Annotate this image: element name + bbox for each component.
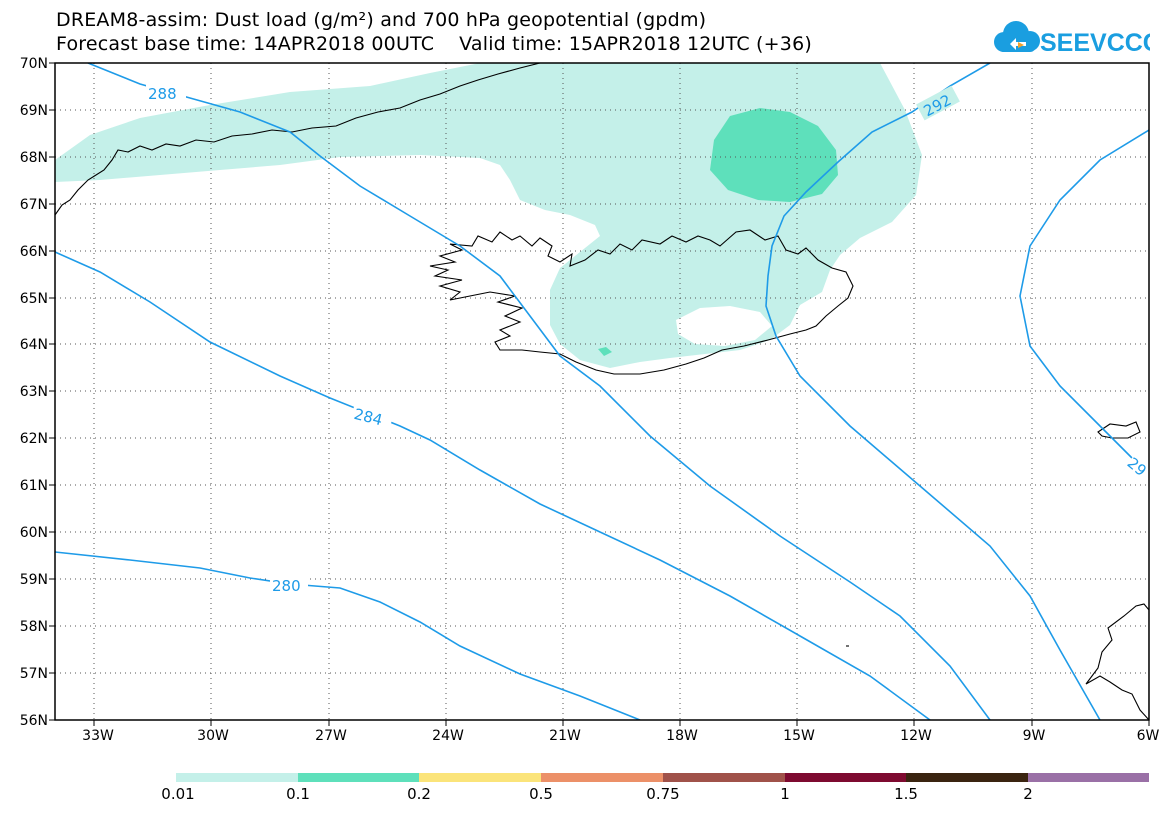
contour-label-280: 280: [272, 577, 301, 595]
contour-288: [87, 63, 991, 720]
forecast-time-subtitle: Forecast base time: 14APR2018 00UTC Vali…: [56, 33, 812, 55]
lat-label-56n: 56N: [19, 713, 48, 729]
lon-label-9w: 9W: [1022, 728, 1046, 744]
contour-292: [765, 63, 1101, 720]
lon-label-6w: 6W: [1136, 728, 1160, 744]
lon-label-18w: 18W: [666, 728, 698, 744]
colorbar-label-7: 2: [1023, 785, 1033, 803]
seevccc-logo: SEEVCCC: [994, 21, 1150, 57]
contour-284: [55, 251, 931, 720]
colorbar-swatch-5: [785, 773, 906, 782]
geopotential-contours: [55, 63, 1149, 720]
lon-label-21w: 21W: [549, 728, 581, 744]
lon-label-12w: 12W: [900, 728, 932, 744]
contour-280: [55, 551, 641, 720]
colorbar-swatch-2: [419, 773, 541, 782]
colorbar-swatch-6: [906, 773, 1028, 782]
lat-label-60n: 60N: [19, 525, 48, 541]
logo-text: SEEVCCC: [1040, 29, 1150, 57]
dust-spot: [598, 347, 612, 356]
contour-label-288: 288: [148, 85, 177, 103]
chart-title: DREAM8-assim: Dust load (g/m²) and 700 h…: [56, 9, 707, 31]
lat-label-62n: 62N: [19, 431, 48, 447]
colorbar-swatch-7: [1028, 773, 1149, 782]
colorbar-swatch-1: [298, 773, 419, 782]
iceland-coastline: [429, 229, 854, 375]
colorbar-label-6: 1.5: [894, 785, 918, 803]
lon-label-33w: 33W: [82, 728, 114, 744]
lat-label-67n: 67N: [19, 197, 48, 213]
lat-label-59n: 59N: [19, 572, 48, 588]
colorbar-swatch-0: [176, 773, 298, 782]
lat-label-58n: 58N: [19, 619, 48, 635]
colorbar-label-3: 0.5: [529, 785, 553, 803]
lat-label-69n: 69N: [19, 103, 48, 119]
lon-label-15w: 15W: [783, 728, 815, 744]
lat-label-63n: 63N: [19, 384, 48, 400]
coastlines: [55, 63, 1149, 720]
colorbar-label-0: 0.01: [161, 785, 195, 803]
contour-29x: [1019, 129, 1149, 467]
lon-label-27w: 27W: [315, 728, 347, 744]
dust-load-area-light: [55, 63, 922, 368]
lon-label-30w: 30W: [197, 728, 229, 744]
greenland-coastline: [55, 63, 541, 216]
lat-label-68n: 68N: [19, 150, 48, 166]
dust-gap: [676, 306, 772, 346]
colorbar: [176, 773, 1149, 782]
faroe-islands-coastline: [1097, 421, 1141, 439]
lat-label-64n: 64N: [19, 337, 48, 353]
lat-label-65n: 65N: [19, 291, 48, 307]
lon-label-24w: 24W: [432, 728, 464, 744]
colorbar-label-2: 0.2: [407, 785, 431, 803]
lat-label-57n: 57N: [19, 666, 48, 682]
lat-label-66n: 66N: [19, 244, 48, 260]
colorbar-swatch-4: [663, 773, 785, 782]
colorbar-label-1: 0.1: [286, 785, 310, 803]
lat-label-61n: 61N: [19, 478, 48, 494]
colorbar-swatch-3: [541, 773, 663, 782]
scotland-coastline: [1085, 603, 1149, 720]
axis-ticks: [49, 62, 1150, 726]
cloud-icon: [994, 21, 1040, 52]
colorbar-label-5: 1: [780, 785, 790, 803]
colorbar-label-4: 0.75: [646, 785, 680, 803]
dust-load-area-medium: [710, 108, 838, 202]
lat-label-70n: 70N: [19, 56, 48, 72]
